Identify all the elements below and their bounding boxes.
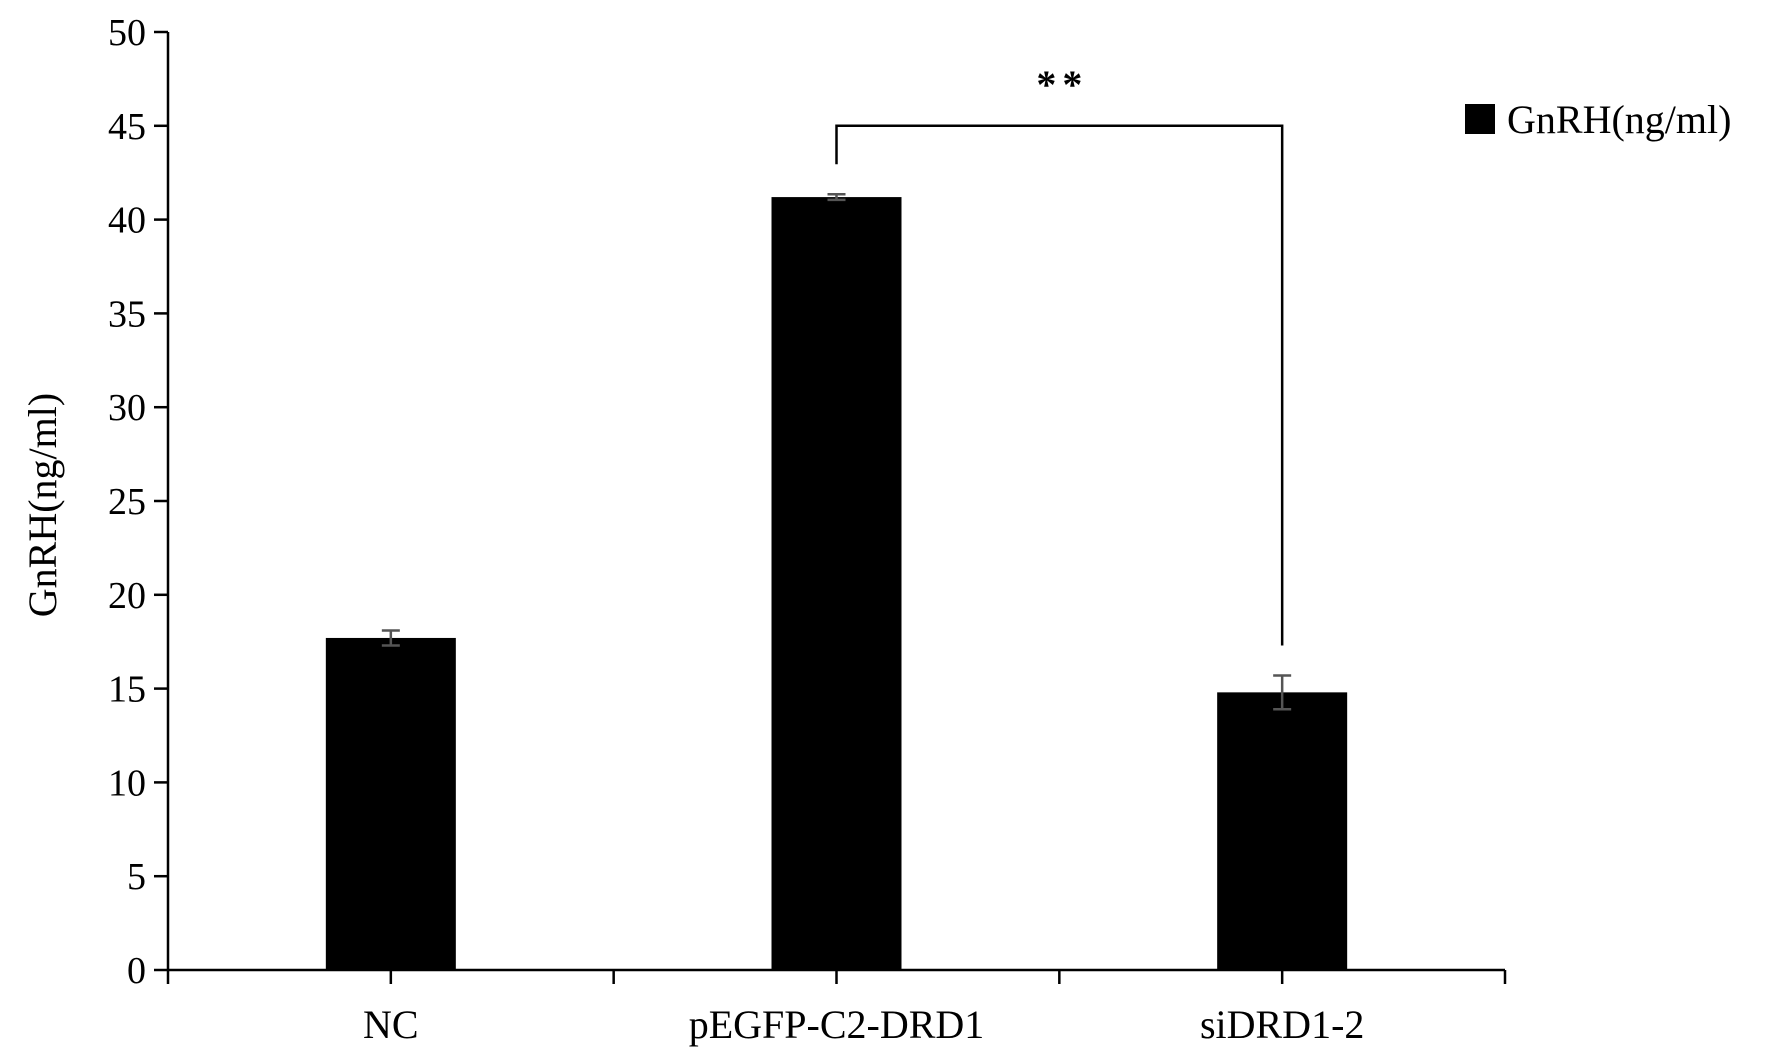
y-tick-label: 25 [108, 481, 146, 523]
error-bars-layer [381, 193, 1292, 711]
bar-sidrd1-2 [1217, 692, 1348, 970]
x-category-label: NC [363, 1002, 419, 1047]
significance-bracket [835, 124, 1284, 646]
bar-pegfp-c2-drd1 [771, 197, 902, 970]
legend-entry-label: GnRH(ng/ml) [1507, 97, 1731, 142]
y-tick-label: 5 [127, 856, 146, 898]
y-tick-label: 0 [127, 950, 146, 992]
labels-layer: 0 5 10 15 20 25 30 35 40 45 50 NC pEGFP-C2-DRD1 siDRD… [108, 12, 1364, 1047]
y-tick-label: 30 [108, 387, 146, 429]
bars-layer [325, 197, 1348, 970]
y-tick-label: 45 [108, 106, 146, 148]
y-tick-label: 15 [108, 669, 146, 711]
legend: GnRH(ng/ml) [1465, 97, 1731, 142]
y-tick-label: 40 [108, 200, 146, 242]
y-tick-label: 10 [108, 762, 146, 804]
legend-swatch [1465, 104, 1495, 134]
y-axis-title: GnRH(ng/ml) [20, 393, 65, 617]
x-category-label: pEGFP-C2-DRD1 [689, 1002, 985, 1047]
x-category-label: siDRD1-2 [1200, 1002, 1364, 1047]
significance-label: ** [1036, 62, 1088, 107]
y-tick-label: 35 [108, 293, 146, 335]
y-tick-label: 20 [108, 575, 146, 617]
y-tick-label: 50 [108, 12, 146, 54]
bar-nc [325, 637, 456, 970]
significance-layer: ** [835, 62, 1284, 646]
